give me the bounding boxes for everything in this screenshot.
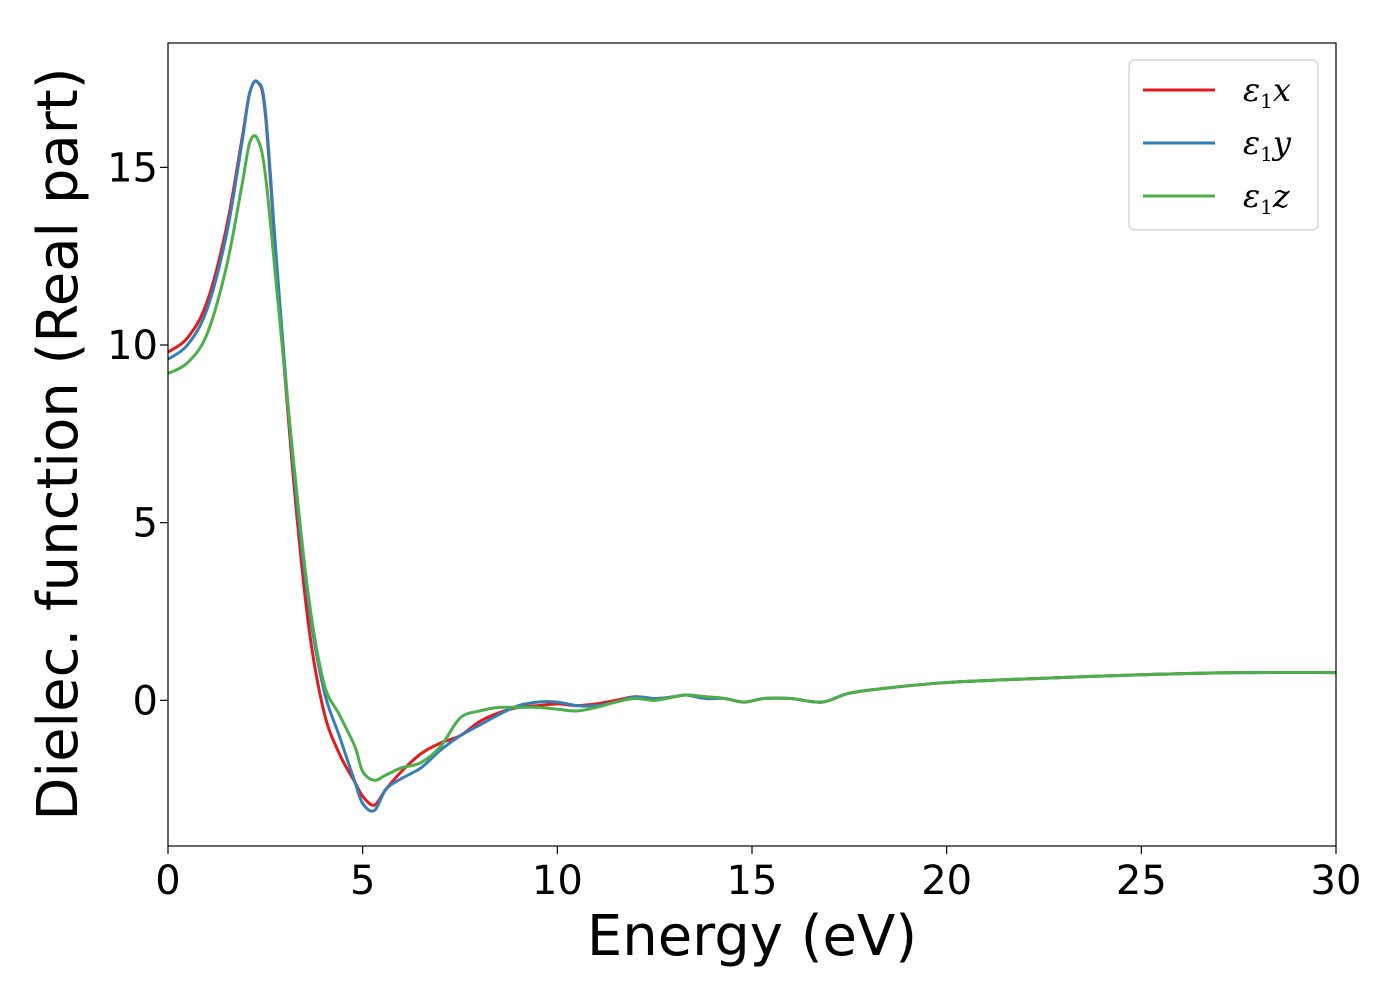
series-layer	[168, 79, 1336, 813]
x-tick-label: 10	[532, 858, 583, 904]
y-axis: 0 5 10 15	[107, 145, 168, 724]
legend: ε1x ε1y ε1z	[1128, 59, 1319, 231]
x-tick-label: 15	[727, 858, 778, 904]
x-tick-label: 25	[1116, 858, 1167, 904]
legend-label-x: ε1x	[1243, 71, 1291, 113]
y-tick-label: 15	[107, 145, 158, 191]
y-tick-label: 0	[133, 678, 158, 724]
legend-items: ε1x ε1y ε1z	[1143, 71, 1292, 219]
x-tick-label: 5	[350, 858, 375, 904]
x-tick-label: 30	[1311, 858, 1362, 904]
y-axis-title: Dielec. function (Real part)	[26, 67, 91, 820]
x-axis: 0 5 10 15 20 25 30	[155, 846, 1361, 904]
x-tick-label: 20	[921, 858, 972, 904]
legend-box	[1128, 59, 1319, 231]
legend-label-y: ε1y	[1243, 124, 1292, 166]
x-axis-title: Energy (eV)	[587, 904, 917, 969]
y-tick-label: 10	[107, 323, 158, 369]
legend-label-z: ε1z	[1243, 177, 1291, 219]
y-tick-label: 5	[133, 501, 158, 547]
series-line-z	[168, 134, 1336, 782]
x-tick-label: 0	[155, 858, 180, 904]
